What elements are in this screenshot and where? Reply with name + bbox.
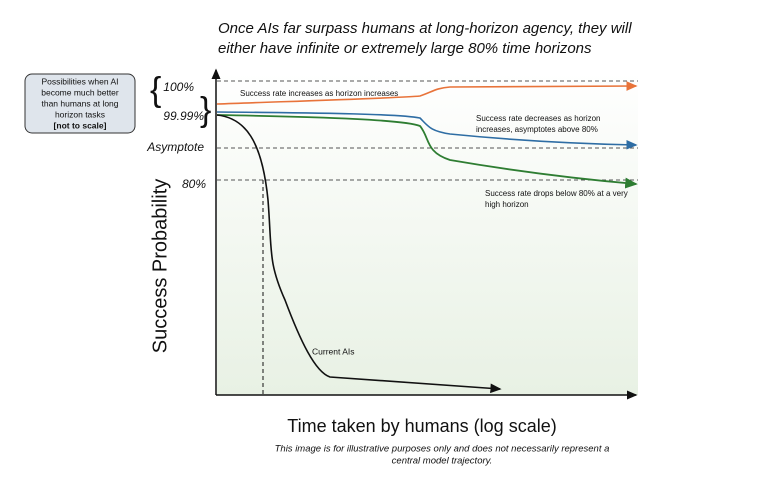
annotation: Success rate decreases as horizon [476, 114, 601, 123]
curve-drop [216, 114, 638, 189]
level-label: 100% [163, 80, 194, 94]
curve-increase [216, 81, 638, 105]
annotation: Current AIs [312, 346, 355, 356]
callout-text: than humans at long [41, 98, 118, 108]
level-label: 99.99% [163, 109, 204, 123]
annotation: increases, asymptotes above 80% [476, 125, 598, 134]
callout-note: [not to scale] [54, 120, 107, 130]
brace: } [200, 91, 211, 129]
callout-text: horizon tasks [55, 109, 105, 119]
footnote: This image is for illustrative purposes … [275, 444, 610, 455]
callout-text: Possibilities when AI [41, 76, 118, 86]
brace: { [150, 71, 161, 109]
curve-current [216, 114, 502, 394]
curve-asymptote [216, 111, 638, 150]
annotation: Success rate drops below 80% at a very [485, 189, 628, 198]
title-line: either have infinite or extremely large … [218, 40, 592, 57]
level-lines [217, 80, 638, 181]
level-label: 80% [182, 177, 206, 191]
level-label: Asymptote [146, 140, 204, 154]
callout-box [24, 73, 136, 134]
footnote: central model trajectory. [392, 456, 493, 467]
callout-text: become much better [41, 87, 119, 97]
title-line: Once AIs far surpass humans at long-hori… [218, 20, 632, 37]
annotation: Success rate increases as horizon increa… [240, 89, 398, 98]
x-axis-label: Time taken by humans (log scale) [287, 416, 556, 436]
annotation: high horizon [485, 200, 529, 209]
y-axis-label: Success Probability [149, 179, 171, 354]
